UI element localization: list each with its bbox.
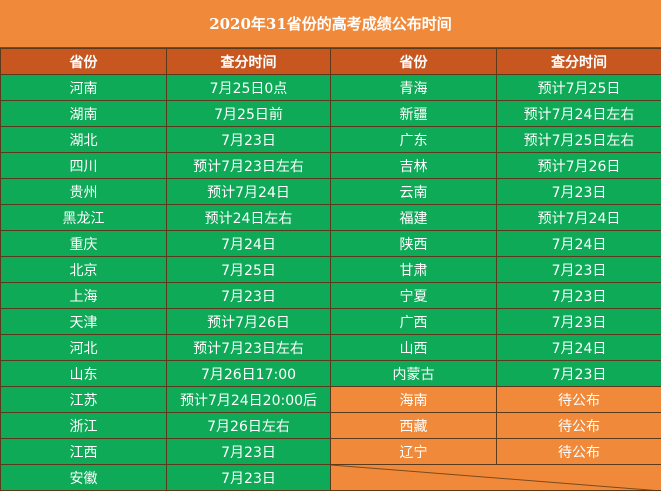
table-row: 湖北 7月23日 广东 预计7月25日左右	[0, 126, 661, 153]
table-body: 河南 7月25日0点 青海 预计7月25日 湖南 7月25日前 新疆 预计7月24日左右 湖北 7…	[0, 74, 661, 491]
table-row: 浙江 7月26日左右 西藏 待公布	[0, 412, 661, 439]
release-time-cell: 7月23日	[166, 438, 331, 465]
release-time-cell: 7月24日	[166, 230, 331, 257]
province-cell: 山东	[0, 360, 167, 387]
province-cell: 海南	[330, 386, 497, 413]
province-cell: 黑龙江	[0, 204, 167, 231]
table-row: 黑龙江 预计24日左右 福建 预计7月24日	[0, 204, 661, 231]
release-time-cell: 待公布	[496, 386, 661, 413]
province-cell: 河北	[0, 334, 167, 361]
release-time-cell: 预计7月25日	[496, 74, 661, 101]
release-time-cell: 7月24日	[496, 230, 661, 257]
release-time-cell: 7月23日	[166, 464, 331, 491]
empty-diagonal-cell	[330, 464, 661, 491]
table-row: 上海 7月23日 宁夏 7月23日	[0, 282, 661, 309]
province-cell: 辽宁	[330, 438, 497, 465]
province-cell: 贵州	[0, 178, 167, 205]
province-cell: 新疆	[330, 100, 497, 127]
release-time-cell: 预计24日左右	[166, 204, 331, 231]
table-row: 四川 预计7月23日左右 吉林 预计7月26日	[0, 152, 661, 179]
province-cell: 甘肃	[330, 256, 497, 283]
province-cell: 重庆	[0, 230, 167, 257]
release-time-cell: 7月26日左右	[166, 412, 331, 439]
province-cell: 陕西	[330, 230, 497, 257]
release-time-table: 省份 查分时间 省份 查分时间 河南 7月25日0点 青海 预计7月25日 湖南 7月25…	[0, 48, 661, 491]
release-time-cell: 7月25日0点	[166, 74, 331, 101]
table-row: 河南 7月25日0点 青海 预计7月25日	[0, 74, 661, 101]
province-cell: 湖南	[0, 100, 167, 127]
table-row: 重庆 7月24日 陕西 7月24日	[0, 230, 661, 257]
province-cell: 天津	[0, 308, 167, 335]
release-time-cell: 预计7月24日20:00后	[166, 386, 331, 413]
release-time-cell: 预计7月25日左右	[496, 126, 661, 153]
header-province-left: 省份	[0, 48, 167, 75]
release-time-cell: 预计7月26日	[166, 308, 331, 335]
release-time-cell: 7月23日	[496, 308, 661, 335]
release-time-cell: 7月23日	[496, 282, 661, 309]
table-row: 北京 7月25日 甘肃 7月23日	[0, 256, 661, 283]
province-cell: 江苏	[0, 386, 167, 413]
table-row: 贵州 预计7月24日 云南 7月23日	[0, 178, 661, 205]
release-time-cell: 7月23日	[166, 126, 331, 153]
release-time-cell: 7月23日	[166, 282, 331, 309]
diagonal-line	[331, 465, 650, 490]
province-cell: 江西	[0, 438, 167, 465]
release-time-cell: 7月26日17:00	[166, 360, 331, 387]
header-row: 省份 查分时间 省份 查分时间	[0, 48, 661, 75]
province-cell: 北京	[0, 256, 167, 283]
table-row: 河北 预计7月23日左右 山西 7月24日	[0, 334, 661, 361]
table-row: 天津 预计7月26日 广西 7月23日	[0, 308, 661, 335]
release-time-cell: 预计7月24日	[166, 178, 331, 205]
province-cell: 浙江	[0, 412, 167, 439]
province-cell: 内蒙古	[330, 360, 497, 387]
table-row: 安徽 7月23日	[0, 464, 661, 491]
release-time-cell: 待公布	[496, 412, 661, 439]
table-row: 山东 7月26日17:00 内蒙古 7月23日	[0, 360, 661, 387]
province-cell: 四川	[0, 152, 167, 179]
province-cell: 西藏	[330, 412, 497, 439]
province-cell: 广东	[330, 126, 497, 153]
table-row: 湖南 7月25日前 新疆 预计7月24日左右	[0, 100, 661, 127]
table-title: 2020年31省份的高考成绩公布时间	[0, 0, 661, 48]
province-cell: 青海	[330, 74, 497, 101]
table-row: 江苏 预计7月24日20:00后 海南 待公布	[0, 386, 661, 413]
header-time-left: 查分时间	[166, 48, 331, 75]
release-time-cell: 7月25日	[166, 256, 331, 283]
table-row: 江西 7月23日 辽宁 待公布	[0, 438, 661, 465]
release-time-cell: 预计7月23日左右	[166, 334, 331, 361]
release-time-cell: 预计7月24日左右	[496, 100, 661, 127]
header-time-right: 查分时间	[496, 48, 661, 75]
province-cell: 吉林	[330, 152, 497, 179]
header-province-right: 省份	[330, 48, 497, 75]
release-time-cell: 7月24日	[496, 334, 661, 361]
release-time-cell: 预计7月26日	[496, 152, 661, 179]
province-cell: 湖北	[0, 126, 167, 153]
province-cell: 上海	[0, 282, 167, 309]
release-time-cell: 预计7月24日	[496, 204, 661, 231]
release-time-cell: 待公布	[496, 438, 661, 465]
province-cell: 宁夏	[330, 282, 497, 309]
province-cell: 安徽	[0, 464, 167, 491]
release-time-cell: 7月25日前	[166, 100, 331, 127]
province-cell: 山西	[330, 334, 497, 361]
release-time-cell: 7月23日	[496, 256, 661, 283]
province-cell: 云南	[330, 178, 497, 205]
release-time-cell: 7月23日	[496, 360, 661, 387]
release-time-cell: 预计7月23日左右	[166, 152, 331, 179]
province-cell: 河南	[0, 74, 167, 101]
province-cell: 福建	[330, 204, 497, 231]
release-time-cell: 7月23日	[496, 178, 661, 205]
province-cell: 广西	[330, 308, 497, 335]
